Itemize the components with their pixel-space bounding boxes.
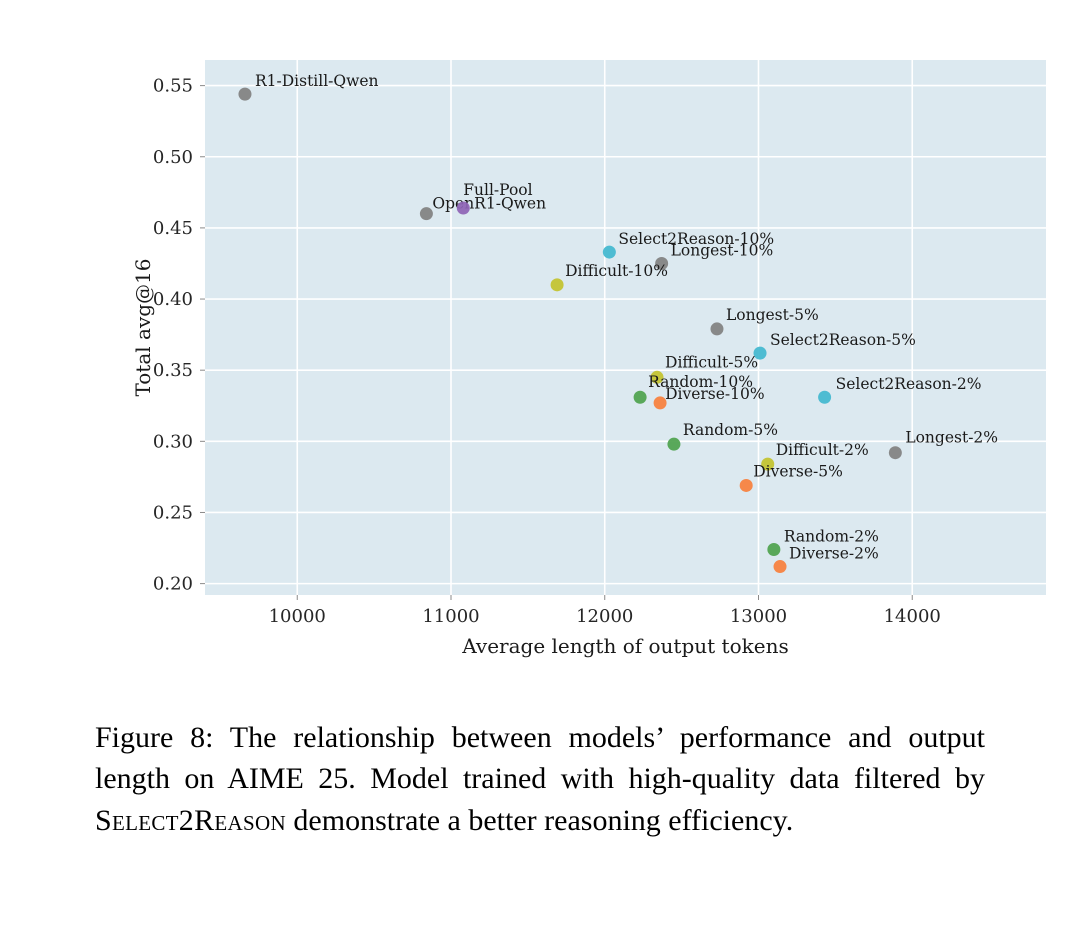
scatter-point	[602, 245, 616, 259]
point-label: Difficult-10%	[565, 262, 668, 280]
y-tick-label: 0.30	[153, 431, 193, 452]
point-label: Longest-2%	[905, 429, 998, 447]
caption-text-after: demonstrate a better reasoning efficienc…	[285, 803, 794, 837]
scatter-point	[633, 390, 647, 404]
x-tick-label: 11000	[422, 606, 479, 627]
scatter-point	[419, 207, 433, 221]
scatter-point	[739, 478, 753, 492]
x-tick-label: 10000	[269, 606, 326, 627]
point-label: Select2Reason-2%	[836, 375, 982, 393]
figure-label: Figure 8:	[95, 721, 230, 754]
x-tick-label: 12000	[576, 606, 633, 627]
scatter-point	[888, 446, 902, 460]
point-label: Difficult-2%	[776, 441, 869, 459]
y-tick-label: 0.50	[153, 147, 193, 168]
plot-area	[205, 60, 1046, 595]
point-label: Diverse-5%	[753, 462, 843, 480]
y-tick-label: 0.40	[153, 289, 193, 310]
figure-caption: Figure 8: The relationship between model…	[95, 717, 985, 841]
point-label: Select2Reason-10%	[618, 230, 774, 248]
scatter-point	[761, 457, 775, 471]
x-axis-label: Average length of output tokens	[461, 634, 788, 658]
x-tick-label: 14000	[884, 606, 941, 627]
scatter-point	[655, 256, 669, 270]
scatter-point	[767, 542, 781, 556]
scatter-point	[710, 322, 724, 336]
scatter-point	[550, 278, 564, 292]
point-label: Diverse-2%	[789, 545, 879, 563]
y-tick-label: 0.45	[153, 218, 193, 239]
scatter-point	[653, 396, 667, 410]
scatter-point	[773, 560, 787, 574]
point-label: Random-2%	[784, 527, 879, 545]
y-tick-label: 0.25	[153, 502, 193, 523]
y-axis-label: Total avg@16	[131, 258, 155, 396]
scatter-point	[650, 370, 664, 384]
scatter-point	[818, 390, 832, 404]
scatter-point	[456, 201, 470, 215]
point-label: Difficult-5%	[665, 353, 758, 371]
scatter-plot-svg: 10000 11000 12000 13000 14000 0.20 0.25 0.30 0.3…	[131, 60, 1046, 658]
point-label: Longest-5%	[726, 306, 819, 324]
caption-text-before: The relationship between models’ perform…	[95, 721, 985, 796]
scatter-point	[753, 346, 767, 360]
scatter-point	[238, 87, 252, 101]
x-tick-label: 13000	[730, 606, 787, 627]
caption-smallcaps-term: Select2Reason	[95, 803, 286, 837]
point-label: R1-Distill-Qwen	[255, 72, 379, 90]
point-label: Longest-10%	[671, 241, 774, 259]
y-tick-label: 0.55	[153, 76, 193, 97]
y-tick-label: 0.20	[153, 574, 193, 595]
point-label: Random-10%	[648, 373, 753, 391]
point-label: Full-Pool	[463, 181, 532, 199]
point-label: Select2Reason-5%	[770, 331, 916, 349]
point-label: Diverse-10%	[665, 385, 765, 403]
y-tick-label: 0.35	[153, 360, 193, 381]
point-label: Random-5%	[683, 421, 778, 439]
scatter-point	[667, 437, 681, 451]
